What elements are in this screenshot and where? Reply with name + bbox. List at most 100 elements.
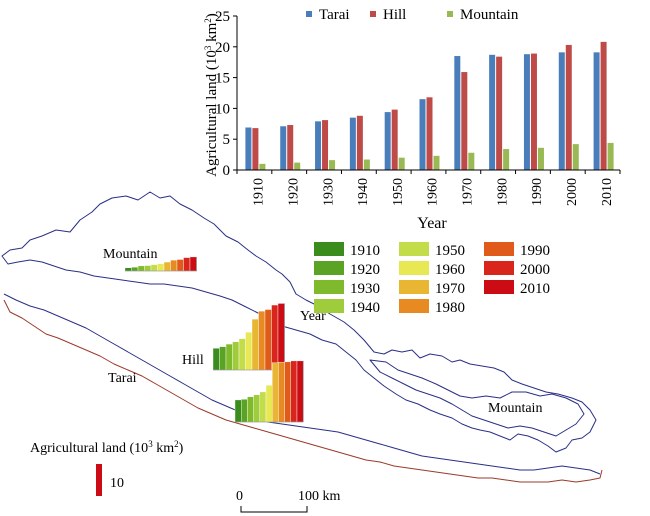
mini-bar-tarai-1930 <box>247 396 254 423</box>
y-axis: 0 5 10 15 20 25 <box>215 9 238 179</box>
year-swatch-2000 <box>484 261 514 275</box>
year-swatch-1920 <box>314 261 344 275</box>
x-tick-label: 1930 <box>321 178 336 206</box>
tarai-southern-border <box>3 299 603 483</box>
x-tick-label: 1950 <box>391 178 406 206</box>
bar-hill-2010 <box>600 41 607 170</box>
y-tick-label: 0 <box>223 163 231 179</box>
bar-mountain-1980 <box>503 149 510 170</box>
year-label-1990: 1990 <box>520 243 550 259</box>
year-label-2000: 2000 <box>520 262 550 278</box>
bar-mountain-1960 <box>433 155 440 170</box>
bar-tarai-1920 <box>280 126 287 170</box>
bar-hill-1950 <box>391 109 398 170</box>
year-label-1910: 1910 <box>350 243 380 259</box>
mini-bar-tarai-1950 <box>259 391 267 423</box>
bar-hill-1970 <box>461 72 468 170</box>
mini-bar-hill-1920 <box>219 346 227 371</box>
tarai-mini-bars <box>234 360 304 423</box>
bar-scale-value: 10 <box>110 476 124 491</box>
year-swatch-1930 <box>314 280 344 294</box>
bar-series <box>245 41 614 171</box>
x-tick-label: 1960 <box>426 178 441 206</box>
nepal-map <box>1 191 603 483</box>
mini-bar-hill-2010 <box>277 303 285 371</box>
bar-scale-title: Agricultural land (103 km2) <box>30 439 184 456</box>
scale-bar-right-label: 100 km <box>298 489 341 504</box>
bar-hill-1910 <box>252 128 259 170</box>
mountain-region-outline <box>1 191 597 453</box>
bar-hill-2000 <box>565 44 572 171</box>
bar-tarai-1960 <box>419 99 426 170</box>
year-label-1950: 1950 <box>435 243 465 259</box>
mini-bar-mountain-1990 <box>176 259 184 272</box>
bar-scale-swatch <box>96 464 102 496</box>
x-tick-label: 1980 <box>495 178 510 206</box>
year-label-1970: 1970 <box>435 281 465 297</box>
legend-label-hill: Hill <box>383 7 406 23</box>
chart-legend: Tarai Hill Mountain <box>306 7 519 23</box>
bar-tarai-1910 <box>245 127 252 170</box>
legend-swatch-tarai <box>306 11 312 17</box>
x-tick-label: 1920 <box>286 178 301 206</box>
bar-hill-1990 <box>530 53 537 170</box>
mini-bar-hill-1930 <box>225 343 233 371</box>
y-tick-label: 20 <box>215 40 230 56</box>
bar-tarai-1950 <box>384 112 391 170</box>
year-swatch-1980 <box>399 299 429 313</box>
legend-swatch-hill <box>370 11 376 17</box>
y-tick-label: 25 <box>215 9 230 25</box>
bar-chart: Tarai Hill Mountain 0 5 10 15 20 25 1910 1920 193… <box>203 7 621 232</box>
legend-swatch-mountain <box>447 11 453 17</box>
year-label-1980: 1980 <box>435 300 465 316</box>
hill-region-label: Hill <box>182 353 204 368</box>
year-label-1940: 1940 <box>350 300 380 316</box>
year-swatch-1950 <box>399 242 429 256</box>
east-mountain-label: Mountain <box>488 401 542 416</box>
y-tick-label: 5 <box>223 132 231 148</box>
mini-bar-hill-1980 <box>258 310 266 371</box>
tarai-region-label: Tarai <box>108 371 137 386</box>
mini-bar-hill-1990 <box>264 309 272 371</box>
year-swatch-2010 <box>484 280 514 294</box>
mini-bar-mountain-1980 <box>170 259 178 272</box>
scale-bar-line <box>240 506 308 513</box>
mini-bar-mountain-2000 <box>183 257 191 272</box>
bar-tarai-2000 <box>558 52 565 170</box>
x-tick-label: 2010 <box>600 178 615 206</box>
mini-bar-tarai-1960 <box>265 385 273 423</box>
year-label-2010: 2010 <box>520 281 550 297</box>
bar-mountain-2010 <box>607 142 614 170</box>
bar-mountain-1990 <box>537 147 544 170</box>
mini-bar-hill-1960 <box>245 332 253 371</box>
legend-label-tarai: Tarai <box>319 7 350 23</box>
year-swatch-1990 <box>484 242 514 256</box>
mountain-mini-bars <box>124 256 197 272</box>
mini-bar-tarai-1980 <box>278 361 285 423</box>
year-label-1920: 1920 <box>350 262 380 278</box>
bar-tarai-1980 <box>489 54 496 170</box>
year-label-1930: 1930 <box>350 281 380 297</box>
bar-hill-1960 <box>426 97 433 170</box>
bar-tarai-1930 <box>315 121 322 170</box>
year-legend: Year 19101920193019401950196019701980199… <box>300 242 550 324</box>
scale-bar-left-label: 0 <box>236 489 243 504</box>
distance-scale-bar: 0 100 km <box>236 489 341 513</box>
mini-bar-mountain-1920 <box>131 266 139 272</box>
bar-scale-legend: Agricultural land (103 km2) 10 <box>30 439 184 496</box>
mini-bar-mountain-2010 <box>189 256 197 272</box>
mini-bar-hill-1940 <box>232 341 240 371</box>
bar-mountain-1910 <box>259 163 266 170</box>
hill-mini-bars <box>212 303 285 371</box>
mini-bar-mountain-1950 <box>150 264 158 272</box>
bar-hill-1920 <box>287 125 294 170</box>
x-axis: 1910 1920 1930 1940 1950 1960 1970 1980 1990 2000… <box>236 169 621 206</box>
year-swatch-1940 <box>314 299 344 313</box>
mini-bar-tarai-1940 <box>253 394 261 423</box>
year-swatch-1960 <box>399 261 429 275</box>
mini-bar-mountain-1960 <box>157 263 165 272</box>
year-label-1960: 1960 <box>435 262 465 278</box>
mini-bar-tarai-1920 <box>240 399 248 423</box>
x-tick-label: 1940 <box>356 178 371 206</box>
